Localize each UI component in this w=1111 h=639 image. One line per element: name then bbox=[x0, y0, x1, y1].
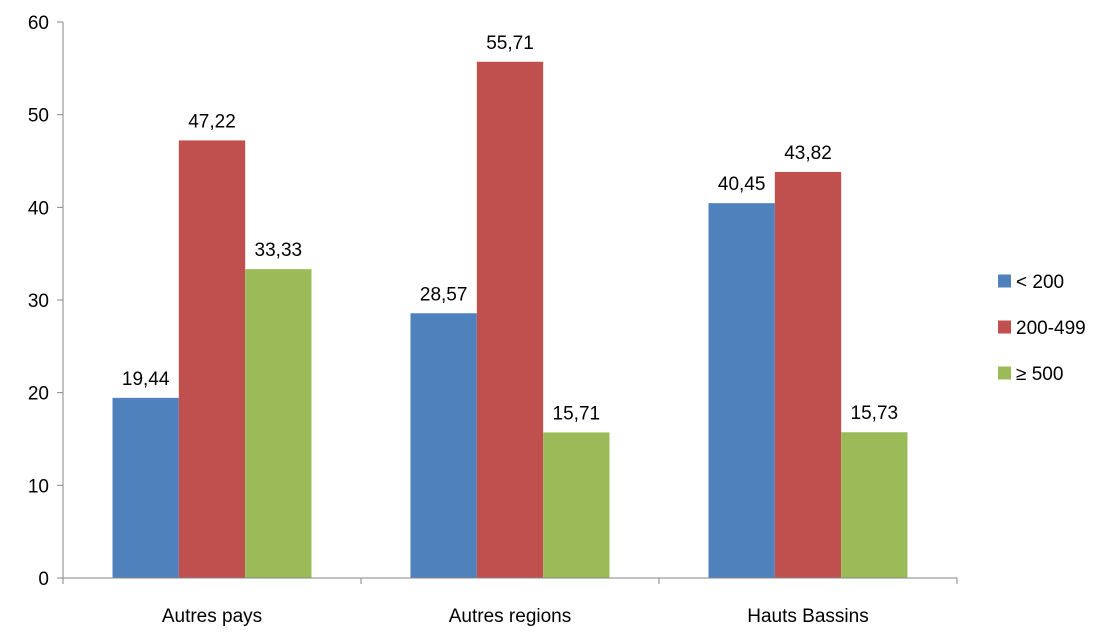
bar bbox=[112, 397, 179, 578]
bar bbox=[708, 203, 775, 578]
data-label: 33,33 bbox=[255, 240, 303, 261]
x-tick-label: Autres pays bbox=[162, 606, 262, 627]
y-tick-label: 10 bbox=[28, 476, 49, 497]
data-label: 28,57 bbox=[420, 284, 468, 305]
data-label: 47,22 bbox=[188, 111, 236, 132]
y-tick-label: 50 bbox=[28, 106, 49, 127]
data-label: 15,73 bbox=[851, 403, 899, 424]
bar bbox=[476, 61, 544, 578]
legend-label: 200-499 bbox=[1016, 318, 1086, 339]
bar bbox=[245, 269, 312, 578]
legend-swatch bbox=[998, 274, 1011, 288]
y-tick-label: 30 bbox=[28, 291, 49, 312]
data-label: 43,82 bbox=[784, 143, 832, 164]
bar bbox=[543, 432, 610, 578]
data-label: 19,44 bbox=[122, 369, 170, 390]
legend-swatch bbox=[998, 366, 1011, 380]
y-tick-label: 40 bbox=[28, 198, 49, 219]
y-tick-label: 60 bbox=[28, 13, 49, 34]
legend-label: < 200 bbox=[1016, 272, 1064, 293]
bar bbox=[841, 432, 908, 578]
legend-swatch bbox=[998, 320, 1011, 334]
bar bbox=[410, 313, 477, 578]
data-label: 55,71 bbox=[486, 33, 534, 54]
bar bbox=[178, 140, 246, 579]
legend-label: ≥ 500 bbox=[1016, 364, 1063, 385]
x-tick-label: Hauts Bassins bbox=[747, 606, 868, 627]
y-tick-label: 20 bbox=[28, 384, 49, 405]
data-label: 40,45 bbox=[718, 174, 766, 195]
data-label: 15,71 bbox=[553, 403, 601, 424]
y-tick-label: 0 bbox=[38, 569, 49, 590]
bar bbox=[774, 171, 842, 578]
x-tick-label: Autres regions bbox=[449, 606, 572, 627]
